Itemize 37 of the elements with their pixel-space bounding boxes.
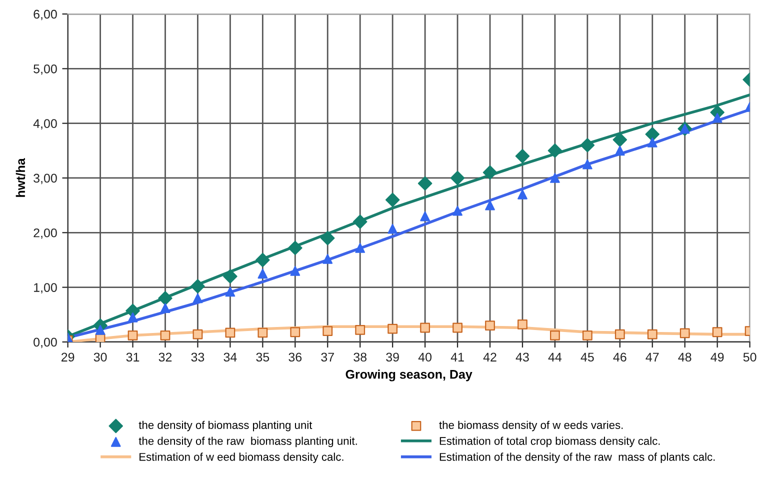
y-tick-label: 3,00 bbox=[34, 174, 57, 184]
x-tick-label: 48 bbox=[678, 352, 692, 362]
x-tick-label: 31 bbox=[126, 352, 140, 362]
y-tick-label: 1,00 bbox=[34, 283, 57, 294]
x-tick-label: 30 bbox=[94, 352, 107, 362]
x-tick-label: 32 bbox=[158, 352, 172, 362]
x-tick-label: 37 bbox=[321, 352, 334, 362]
x-tick-label: 44 bbox=[548, 352, 562, 362]
y-tick-label: 0,00 bbox=[34, 338, 57, 348]
x-tick-label: 33 bbox=[191, 352, 204, 362]
x-tick-label: 39 bbox=[386, 352, 399, 362]
x-tick-label: 35 bbox=[256, 352, 270, 362]
x-tick-label: 38 bbox=[354, 352, 367, 362]
x-tick-label: 46 bbox=[613, 352, 626, 362]
x-tick-label: 47 bbox=[646, 352, 659, 362]
x-tick-label: 43 bbox=[516, 352, 529, 362]
x-tick-label: 45 bbox=[580, 352, 594, 362]
legend-label: Estimation of the density of the raw mass of plants calc. bbox=[440, 452, 715, 464]
x-axis-title: Growing season, Day bbox=[346, 370, 472, 382]
x-tick-label: 42 bbox=[483, 352, 496, 362]
x-tick-label: 29 bbox=[61, 352, 74, 362]
legend-label: Estimation of w eed biomass density calc. bbox=[140, 452, 344, 464]
y-tick-label: 2,00 bbox=[34, 228, 57, 239]
x-tick-label: 50 bbox=[743, 352, 756, 362]
x-tick-label: 36 bbox=[288, 352, 302, 362]
legend-label: Estimation of total crop biomass density calc. bbox=[440, 436, 660, 448]
y-tick-label: 5,00 bbox=[34, 64, 57, 75]
y-tick-label: 6,00 bbox=[34, 10, 57, 20]
legend-label: the density of biomass planting unit bbox=[138, 420, 312, 432]
x-tick-label: 40 bbox=[418, 352, 432, 362]
x-tick-label: 34 bbox=[224, 352, 237, 362]
y-axis-title: hwt/ha bbox=[16, 158, 26, 197]
legend-label: the density of the raw biomass planting unit. bbox=[138, 436, 357, 448]
x-tick-label: 49 bbox=[710, 352, 724, 362]
y-tick-label: 4,00 bbox=[33, 119, 57, 130]
x-tick-label: 41 bbox=[450, 352, 464, 362]
legend-label: the biomass density of w eeds varies. bbox=[439, 420, 623, 432]
